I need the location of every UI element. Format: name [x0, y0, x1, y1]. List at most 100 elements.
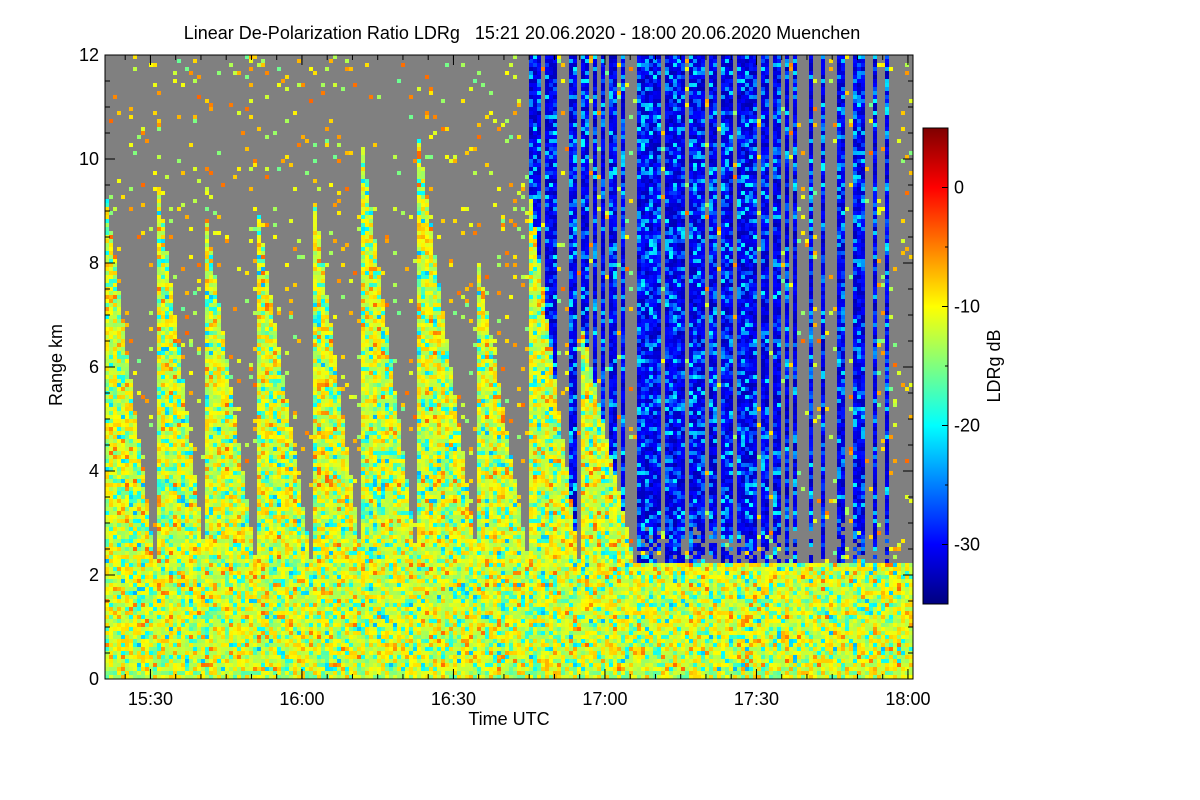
heatmap-cell	[145, 551, 149, 555]
heatmap-cell	[105, 275, 109, 279]
heatmap-cell	[213, 531, 217, 535]
heatmap-cell	[257, 287, 261, 291]
heatmap-cell	[129, 387, 133, 391]
heatmap-cell	[345, 623, 349, 627]
heatmap-cell	[317, 471, 321, 475]
heatmap-cell	[345, 587, 349, 591]
heatmap-cell	[157, 655, 161, 659]
heatmap-cell	[273, 499, 277, 503]
heatmap-cell	[285, 451, 289, 455]
heatmap-cell	[293, 639, 297, 643]
heatmap-cell	[289, 163, 293, 167]
heatmap-cell	[161, 507, 165, 511]
heatmap-cell	[209, 611, 213, 615]
heatmap-cell	[137, 451, 141, 455]
heatmap-cell	[117, 643, 121, 647]
heatmap-cell	[265, 275, 269, 279]
heatmap-cell	[221, 459, 225, 463]
heatmap-cell	[257, 223, 261, 227]
heatmap-cell	[333, 607, 337, 611]
heatmap-cell	[113, 607, 117, 611]
heatmap-cell	[105, 515, 109, 519]
heatmap-cell	[109, 283, 113, 287]
heatmap-cell	[177, 507, 181, 511]
heatmap-cell	[345, 635, 349, 639]
heatmap-cell	[205, 283, 209, 287]
heatmap-cell	[173, 351, 177, 355]
heatmap-cell	[317, 455, 321, 459]
heatmap-cell	[273, 503, 277, 507]
heatmap-cell	[149, 571, 153, 575]
heatmap-cell	[341, 543, 345, 547]
heatmap-cell	[209, 539, 213, 543]
heatmap-cell	[321, 583, 325, 587]
heatmap-cell	[289, 603, 293, 607]
heatmap-cell	[221, 371, 225, 375]
heatmap-cell	[341, 439, 345, 443]
heatmap-cell	[109, 335, 113, 339]
heatmap-cell	[325, 555, 329, 559]
heatmap-cell	[237, 635, 241, 639]
heatmap-cell	[125, 619, 129, 623]
heatmap-cell	[201, 675, 205, 679]
heatmap-cell	[209, 651, 213, 655]
heatmap-cell	[337, 571, 341, 575]
heatmap-cell	[157, 295, 161, 299]
heatmap-cell	[269, 399, 273, 403]
heatmap-cell	[321, 91, 325, 95]
heatmap-cell	[253, 439, 257, 443]
heatmap-cell	[345, 631, 349, 635]
heatmap-cell	[233, 651, 237, 655]
heatmap-cell	[289, 311, 293, 315]
heatmap-cell	[209, 655, 213, 659]
heatmap-cell	[245, 591, 249, 595]
heatmap-cell	[145, 555, 149, 559]
heatmap-cell	[161, 543, 165, 547]
heatmap-cell	[121, 447, 125, 451]
heatmap-cell	[193, 507, 197, 511]
heatmap-cell	[121, 539, 125, 543]
heatmap-cell	[293, 499, 297, 503]
heatmap-cell	[233, 531, 237, 535]
heatmap-cell	[105, 563, 109, 567]
heatmap-cell	[289, 627, 293, 631]
heatmap-cell	[129, 591, 133, 595]
heatmap-cell	[313, 287, 317, 291]
heatmap-cell	[157, 399, 161, 403]
heatmap-cell	[121, 467, 125, 471]
heatmap-cell	[125, 427, 129, 431]
heatmap-cell	[261, 555, 265, 559]
heatmap-cell	[257, 319, 261, 323]
heatmap-cell	[109, 267, 113, 271]
heatmap-cell	[257, 451, 261, 455]
heatmap-cell	[285, 495, 289, 499]
heatmap-cell	[309, 659, 313, 663]
heatmap-cell	[265, 395, 269, 399]
heatmap-cell	[185, 503, 189, 507]
heatmap-cell	[269, 647, 273, 651]
heatmap-cell	[317, 483, 321, 487]
heatmap-cell	[285, 615, 289, 619]
heatmap-cell	[197, 667, 201, 671]
heatmap-cell	[197, 179, 201, 183]
heatmap-cell	[285, 471, 289, 475]
heatmap-cell	[113, 431, 117, 435]
heatmap-cell	[109, 315, 113, 319]
heatmap-cell	[189, 499, 193, 503]
heatmap-cell	[221, 435, 225, 439]
heatmap-cell	[221, 499, 225, 503]
heatmap-cell	[269, 383, 273, 387]
heatmap-cell	[225, 631, 229, 635]
heatmap-cell	[289, 451, 293, 455]
heatmap-cell	[145, 667, 149, 671]
heatmap-cell	[141, 483, 145, 487]
heatmap-cell	[273, 467, 277, 471]
heatmap-cell	[165, 667, 169, 671]
heatmap-cell	[161, 527, 165, 531]
heatmap-cell	[193, 607, 197, 611]
heatmap-cell	[161, 231, 165, 235]
heatmap-cell	[189, 507, 193, 511]
heatmap-cell	[165, 479, 169, 483]
heatmap-cell	[217, 335, 221, 339]
heatmap-cell	[245, 503, 249, 507]
